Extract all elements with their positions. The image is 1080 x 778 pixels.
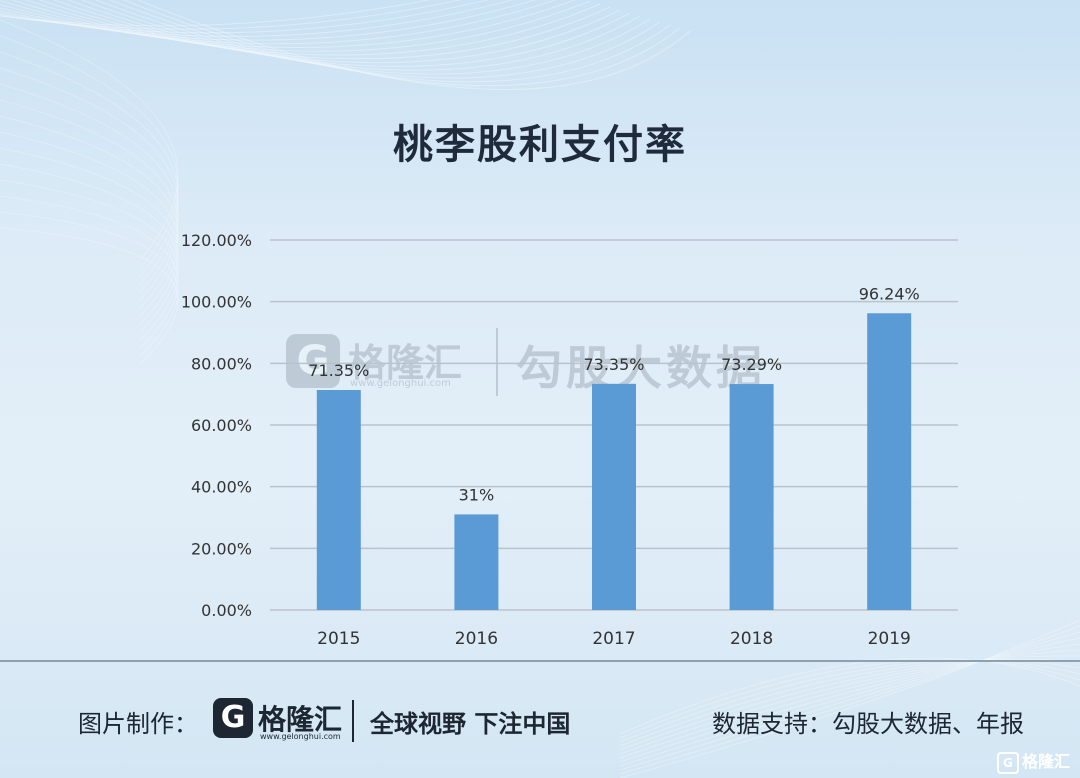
bar-2016	[454, 514, 499, 610]
footer-logo-icon: G	[213, 698, 253, 738]
footer-made-by-label: 图片制作：	[78, 710, 198, 738]
footer-logo-name: 格隆汇	[258, 703, 343, 736]
y-tick-label: 20.00%	[191, 539, 252, 558]
bar-2019	[867, 313, 912, 610]
footer-separator	[352, 700, 354, 742]
bar-2017	[592, 383, 636, 610]
corner-logo: G 格隆汇	[996, 748, 1070, 774]
footer-slogan: 全球视野 下注中国	[370, 710, 571, 738]
chart-title: 桃李股利支付率	[393, 122, 687, 168]
footer-divider	[0, 660, 1080, 662]
x-tick-label: 2015	[317, 629, 360, 649]
corner-logo-icon: G	[996, 751, 1019, 774]
y-tick-label: 120.00%	[181, 231, 252, 250]
data-label-2015: 71.35%	[308, 361, 369, 380]
data-label-2018: 73.29%	[721, 355, 782, 374]
footer-logo-url: www.gelonghui.com	[260, 732, 341, 741]
data-label-2017: 73.35%	[583, 355, 644, 374]
y-tick-label: 60.00%	[191, 416, 252, 435]
x-tick-label: 2018	[730, 629, 773, 649]
footer-data-source: 数据支持：勾股大数据、年报	[712, 710, 1024, 738]
y-tick-label: 100.00%	[181, 293, 252, 312]
data-label-2019: 96.24%	[859, 284, 920, 303]
y-tick-label: 0.00%	[201, 601, 252, 620]
y-tick-label: 80.00%	[191, 354, 252, 373]
bar-2015	[316, 390, 361, 610]
y-tick-label: 40.00%	[191, 478, 252, 497]
x-tick-label: 2017	[592, 629, 635, 649]
x-tick-label: 2016	[455, 629, 498, 649]
bar-2018	[729, 384, 774, 610]
data-label-2016: 31%	[459, 485, 495, 504]
x-tick-label: 2019	[868, 629, 911, 649]
corner-logo-name: 格隆汇	[1021, 752, 1070, 771]
